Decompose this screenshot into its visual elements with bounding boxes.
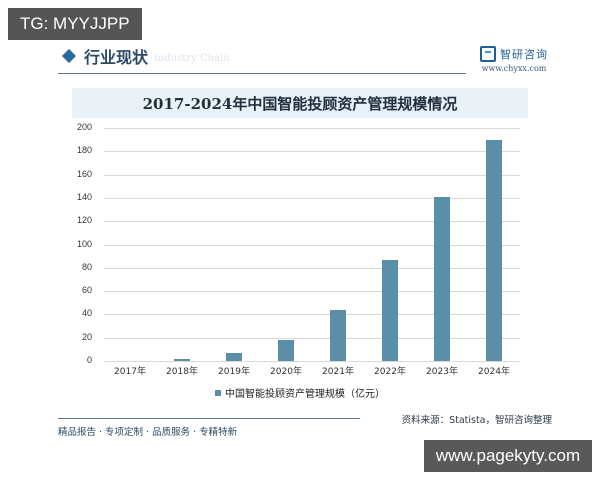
bar-2020年 bbox=[278, 340, 294, 361]
chart-title: 2017-2024年中国智能投顾资产管理规模情况 bbox=[142, 94, 458, 113]
brand-name: 智研咨询 bbox=[500, 48, 548, 61]
y-tick-label: 40 bbox=[81, 308, 92, 319]
brand-block: 智研咨询 www.chyxx.com bbox=[480, 46, 548, 73]
y-tick-label: 120 bbox=[76, 215, 92, 226]
footer-divider bbox=[58, 418, 360, 419]
section-title: 行业现状 bbox=[84, 48, 149, 67]
x-tick-label: 2017年 bbox=[114, 367, 146, 377]
brand-logo-icon bbox=[480, 46, 496, 62]
gridline bbox=[104, 244, 520, 246]
x-tick-label: 2021年 bbox=[322, 367, 354, 377]
y-tick-label: 80 bbox=[81, 261, 92, 272]
header-divider bbox=[58, 73, 466, 74]
y-tick-label: 100 bbox=[76, 238, 92, 249]
brand-url: www.chyxx.com bbox=[481, 64, 547, 73]
x-tick-label: 2023年 bbox=[426, 367, 458, 377]
site-overlay-label: www.pagekyty.com bbox=[424, 440, 592, 472]
gridline bbox=[104, 337, 520, 339]
gridline bbox=[104, 267, 520, 269]
gridline bbox=[104, 314, 520, 316]
section-ghost-text: Industry Chain bbox=[154, 52, 230, 64]
gridline bbox=[104, 361, 520, 362]
legend-swatch-icon bbox=[215, 389, 221, 396]
tg-overlay-label: TG: MYYJJPP bbox=[8, 8, 142, 40]
x-tick-label: 2020年 bbox=[270, 367, 302, 377]
chart-title-band: 2017-2024年中国智能投顾资产管理规模情况 bbox=[72, 88, 528, 118]
y-tick-label: 140 bbox=[76, 191, 92, 202]
gridline bbox=[104, 197, 520, 199]
gridline bbox=[104, 291, 520, 293]
source-note: 资料来源：Statista，智研咨询整理 bbox=[401, 415, 552, 426]
y-tick-label: 0 bbox=[86, 355, 92, 365]
x-tick-label: 2022年 bbox=[374, 367, 406, 377]
bar-2023年 bbox=[434, 196, 450, 361]
y-tick-label: 20 bbox=[81, 331, 92, 342]
x-tick-label: 2019年 bbox=[218, 367, 250, 377]
bar-2021年 bbox=[330, 309, 346, 361]
x-tick-label: 2024年 bbox=[478, 367, 510, 377]
y-tick-label: 60 bbox=[81, 285, 92, 296]
gridline bbox=[104, 151, 520, 153]
gridline bbox=[104, 174, 520, 176]
legend: 中国智能投顾资产管理规模（亿元） bbox=[0, 385, 600, 400]
bar-2022年 bbox=[382, 259, 398, 361]
section-header: 行业现状 Industry Chain bbox=[60, 44, 230, 68]
bar-2018年 bbox=[174, 359, 190, 361]
footer-slogan: 精品报告 · 专项定制 · 品质服务 · 专精特新 bbox=[58, 427, 238, 438]
bar-2024年 bbox=[486, 139, 502, 361]
legend-label: 中国智能投顾资产管理规模（亿元） bbox=[225, 389, 385, 400]
y-tick-label: 160 bbox=[76, 168, 92, 179]
y-tick-label: 200 bbox=[76, 122, 92, 132]
gridline bbox=[104, 128, 520, 129]
diamond-icon bbox=[61, 48, 77, 64]
x-tick-label: 2018年 bbox=[166, 367, 198, 377]
y-tick-label: 180 bbox=[76, 145, 92, 156]
plot-area: 0 20 40 60 80 100 120 140 160 180 200 2017年 2018年 201… bbox=[77, 122, 520, 377]
bar-2019年 bbox=[226, 352, 242, 361]
gridline bbox=[104, 221, 520, 223]
